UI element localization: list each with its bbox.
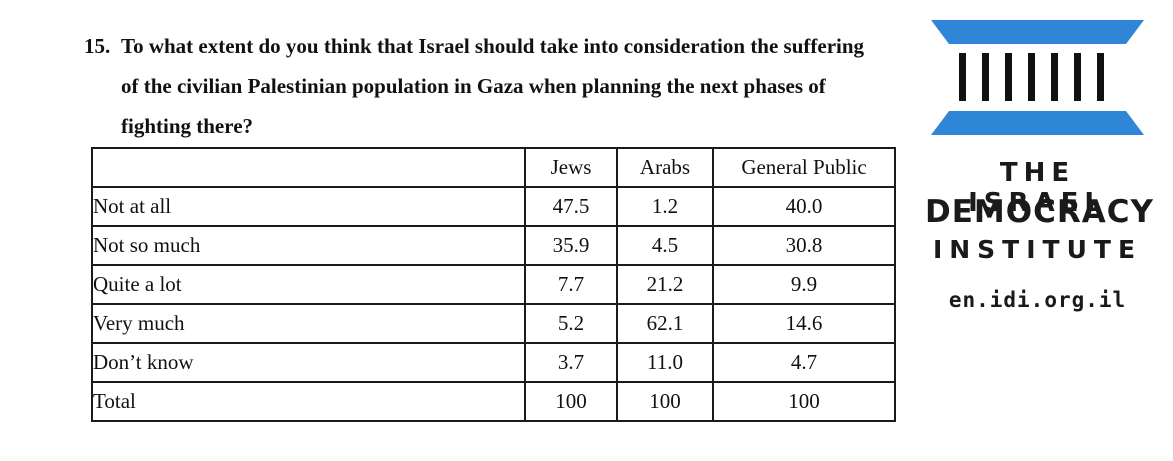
header-arabs: Arabs bbox=[616, 147, 714, 188]
cell-jews: 100 bbox=[524, 381, 618, 422]
row-label: Total bbox=[91, 381, 526, 422]
columns-building-icon bbox=[931, 20, 1144, 135]
logo-url: en.idi.org.il bbox=[948, 288, 1127, 312]
results-table: Jews Arabs General Public Not at all 47.… bbox=[91, 147, 896, 422]
table-row: Total 100 100 100 bbox=[91, 381, 896, 422]
question-text: To what extent do you think that Israel … bbox=[121, 34, 865, 138]
logo-text-line1: THE ISRAEL bbox=[968, 158, 1107, 218]
logo-bottom-bar bbox=[931, 111, 1144, 135]
logo-text-line3: INSTITUTE bbox=[932, 235, 1143, 264]
question-number: 15. bbox=[84, 34, 111, 58]
row-label: Quite a lot bbox=[91, 264, 526, 305]
table-row: Don’t know 3.7 11.0 4.7 bbox=[91, 342, 896, 383]
header-general-public: General Public bbox=[712, 147, 896, 188]
cell-general-public: 30.8 bbox=[712, 225, 896, 266]
header-jews: Jews bbox=[524, 147, 618, 188]
cell-general-public: 9.9 bbox=[712, 264, 896, 305]
cell-jews: 47.5 bbox=[524, 186, 618, 227]
table-row: Quite a lot 7.7 21.2 9.9 bbox=[91, 264, 896, 305]
cell-jews: 5.2 bbox=[524, 303, 618, 344]
table-row: Not so much 35.9 4.5 30.8 bbox=[91, 225, 896, 266]
cell-arabs: 11.0 bbox=[616, 342, 714, 383]
cell-general-public: 40.0 bbox=[712, 186, 896, 227]
idi-logo: THE ISRAEL DEMOCRACY INSTITUTE en.idi.or… bbox=[925, 18, 1154, 318]
logo-top-bar bbox=[931, 20, 1144, 44]
cell-arabs: 100 bbox=[616, 381, 714, 422]
cell-arabs: 1.2 bbox=[616, 186, 714, 227]
cell-general-public: 100 bbox=[712, 381, 896, 422]
cell-arabs: 21.2 bbox=[616, 264, 714, 305]
cell-arabs: 4.5 bbox=[616, 225, 714, 266]
header-empty bbox=[91, 147, 526, 188]
row-label: Don’t know bbox=[91, 342, 526, 383]
cell-jews: 7.7 bbox=[524, 264, 618, 305]
table-header-row: Jews Arabs General Public bbox=[91, 147, 896, 188]
cell-jews: 35.9 bbox=[524, 225, 618, 266]
logo-text-line2: DEMOCRACY bbox=[925, 194, 1154, 230]
table-row: Very much 5.2 62.1 14.6 bbox=[91, 303, 896, 344]
table-row: Not at all 47.5 1.2 40.0 bbox=[91, 186, 896, 227]
row-label: Not so much bbox=[91, 225, 526, 266]
cell-jews: 3.7 bbox=[524, 342, 618, 383]
logo-pillars bbox=[959, 53, 1104, 101]
cell-general-public: 14.6 bbox=[712, 303, 896, 344]
row-label: Very much bbox=[91, 303, 526, 344]
row-label: Not at all bbox=[91, 186, 526, 227]
cell-arabs: 62.1 bbox=[616, 303, 714, 344]
cell-general-public: 4.7 bbox=[712, 342, 896, 383]
